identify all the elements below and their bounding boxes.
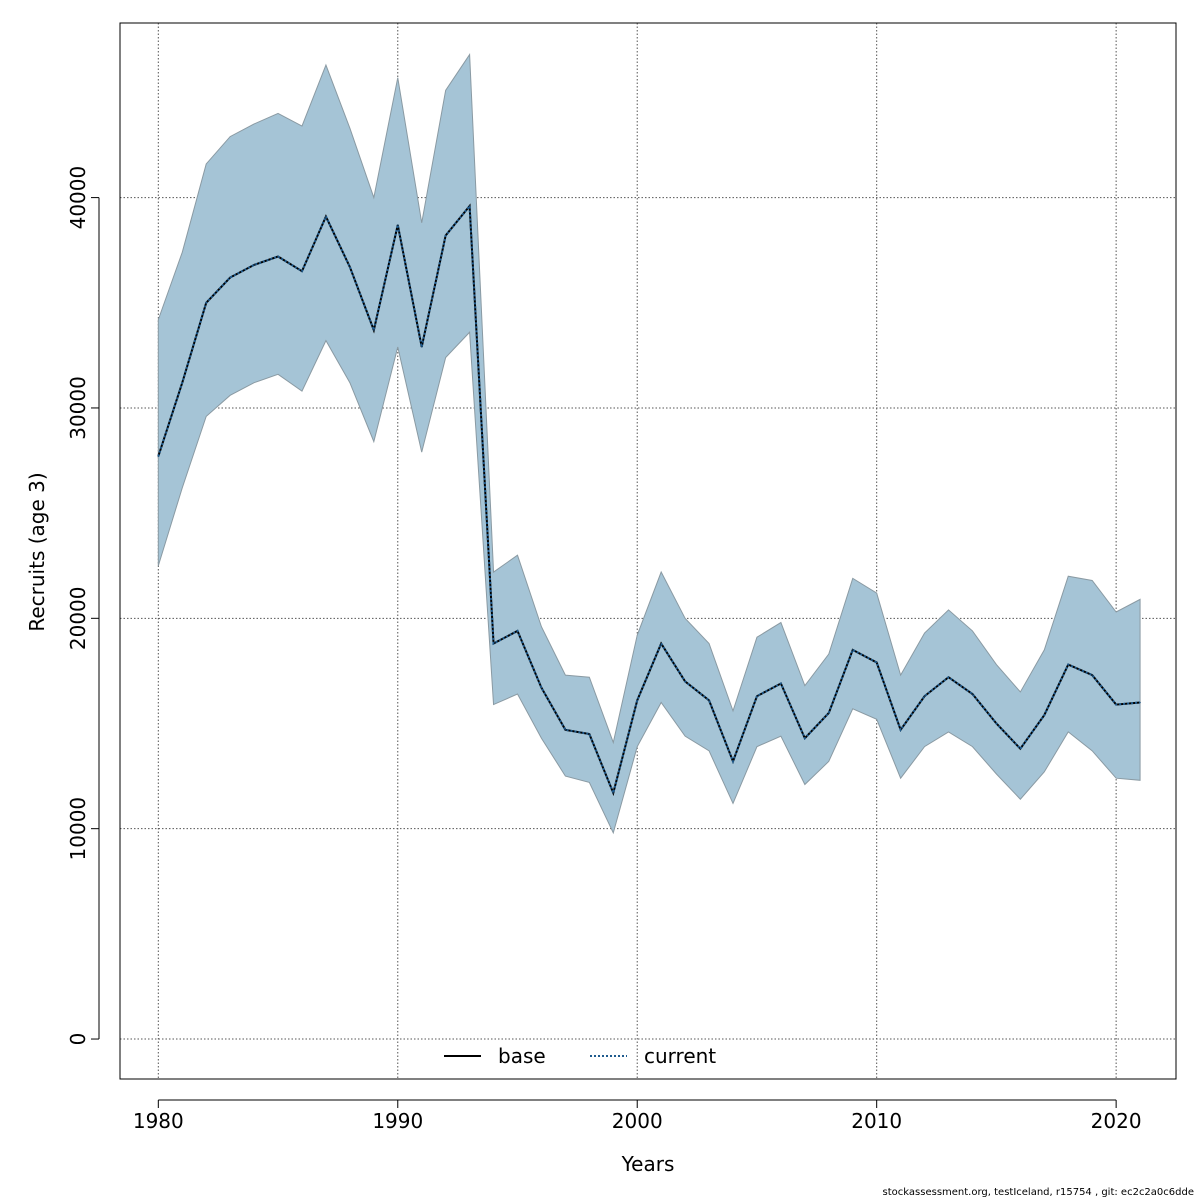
x-axis-title: Years bbox=[621, 1152, 675, 1176]
data-point-current bbox=[253, 264, 255, 266]
data-point-current bbox=[780, 682, 782, 685]
plot-frame bbox=[119, 22, 1177, 1080]
data-point-current bbox=[301, 270, 303, 272]
data-point-current bbox=[947, 676, 950, 678]
data-point-current bbox=[421, 346, 423, 348]
data-point-current bbox=[181, 382, 183, 384]
data-point-current bbox=[1019, 748, 1021, 750]
x-tick-label: 2010 bbox=[851, 1109, 902, 1133]
data-point-current bbox=[660, 642, 662, 645]
series-line-current bbox=[157, 203, 1141, 797]
data-point-current bbox=[852, 649, 854, 651]
y-tick-label: 10000 bbox=[66, 797, 90, 861]
data-point-current bbox=[445, 234, 447, 237]
data-point-current bbox=[157, 455, 159, 457]
legend-label-current: current bbox=[644, 1044, 716, 1068]
data-point-current bbox=[756, 695, 758, 697]
data-point-current bbox=[804, 737, 806, 739]
x-tick-label: 2000 bbox=[612, 1109, 663, 1133]
data-point-current bbox=[828, 712, 830, 714]
data-point-current bbox=[995, 722, 998, 725]
data-point-current bbox=[1139, 701, 1141, 704]
data-point-current bbox=[876, 661, 878, 664]
data-point-current bbox=[708, 699, 710, 701]
data-point-current bbox=[923, 695, 926, 697]
data-point-current bbox=[492, 642, 495, 645]
y-tick-label: 0 bbox=[66, 1033, 90, 1046]
confidence-band-area bbox=[157, 53, 1141, 835]
data-point-current bbox=[229, 276, 231, 279]
data-point-current bbox=[397, 224, 399, 226]
data-point-current bbox=[1043, 714, 1045, 716]
data-point-current bbox=[325, 215, 327, 218]
y-axis-title: Recruits (age 3) bbox=[25, 472, 49, 631]
data-point-current bbox=[732, 760, 734, 762]
data-point-current bbox=[373, 329, 375, 331]
data-point-current bbox=[1091, 674, 1093, 676]
data-point-current bbox=[588, 733, 590, 735]
x-tick-label: 1990 bbox=[372, 1109, 423, 1133]
data-point-current bbox=[1067, 663, 1069, 666]
data-point-current bbox=[540, 687, 543, 689]
data-point-current bbox=[349, 266, 351, 268]
confidence-band bbox=[157, 53, 1141, 835]
data-point-current bbox=[1115, 703, 1117, 706]
y-tick-label: 20000 bbox=[66, 587, 90, 651]
footer-caption: stockassessment.org, testIceland, r15754… bbox=[882, 1187, 1194, 1198]
data-point-current bbox=[900, 729, 902, 731]
data-point-current bbox=[516, 630, 519, 632]
data-point-current bbox=[612, 792, 614, 794]
y-tick-label: 30000 bbox=[66, 376, 90, 440]
data-point-current bbox=[469, 205, 471, 207]
axes: 1980 1990 2000 2010 2020 0 10000 20000 30000 4000… bbox=[66, 22, 1177, 1133]
data-point-current bbox=[636, 699, 638, 701]
y-tick-label: 40000 bbox=[66, 166, 90, 230]
data-point-current bbox=[684, 680, 686, 683]
legend-label-base: base bbox=[498, 1044, 546, 1068]
data-point-current bbox=[564, 729, 566, 731]
data-point-current bbox=[205, 302, 207, 304]
legend: base current bbox=[444, 1044, 716, 1068]
x-tick-label: 2020 bbox=[1091, 1109, 1142, 1133]
x-tick-label: 1980 bbox=[133, 1109, 184, 1133]
data-point-current bbox=[971, 693, 974, 695]
data-point-current bbox=[277, 255, 279, 258]
series-lines bbox=[157, 203, 1141, 797]
